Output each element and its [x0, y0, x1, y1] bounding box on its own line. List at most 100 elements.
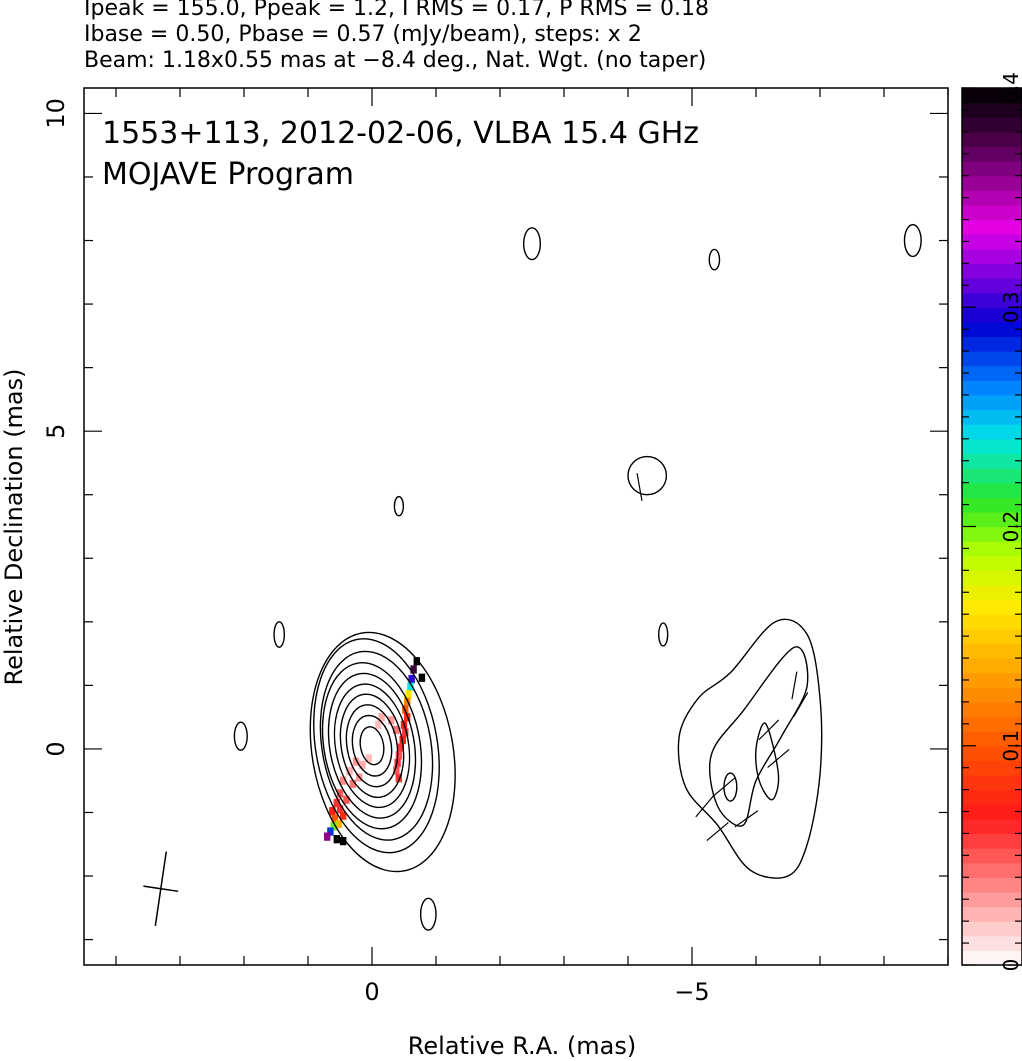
- y-tick-label: 10: [42, 98, 70, 129]
- colorbar-swatch: [962, 555, 1022, 571]
- noise-contour: [419, 897, 437, 931]
- pol-pixel: [388, 716, 395, 725]
- colorbar-ticks: [962, 87, 1022, 966]
- x-axis-label: Relative R.A. (mas): [408, 1032, 636, 1060]
- pol-pixel: [395, 774, 403, 783]
- colorbar-tick-labels: 0 0.1 0.2 0.3 0.4: [999, 72, 1022, 971]
- colorbar-tick-label: 0.2: [999, 511, 1022, 543]
- colorbar-swatch: [962, 789, 1022, 805]
- colorbar-swatch: [962, 424, 1022, 440]
- colorbar-swatch: [962, 701, 1022, 718]
- colorbar-swatch: [962, 511, 1022, 528]
- pol-pixel: [343, 795, 350, 804]
- pol-pixel: [330, 822, 337, 831]
- colorbar-swatch: [962, 599, 1022, 615]
- jet-contour-outer: [677, 618, 823, 879]
- colorbar-swatch: [962, 833, 1022, 849]
- colorbar-swatch: [962, 204, 1022, 221]
- pol-pixel: [404, 713, 411, 722]
- core-contour: [313, 638, 440, 854]
- colorbar-swatch: [962, 102, 1022, 118]
- noise-contour: [233, 721, 248, 751]
- colorbar-swatch: [962, 131, 1022, 148]
- evpa-vector: [712, 777, 736, 797]
- core-contour: [327, 672, 417, 819]
- colorbar-swatch: [962, 161, 1022, 177]
- pol-pixel: [404, 697, 411, 707]
- colorbar-tick-label: 0.1: [999, 730, 1022, 762]
- evpa-vector: [734, 810, 759, 828]
- colorbar-swatch: [962, 175, 1022, 191]
- pol-pixel: [335, 819, 342, 829]
- jet-contour-inner: [708, 646, 809, 827]
- y-tick-label: 0: [42, 741, 70, 756]
- pol-pixel: [329, 807, 336, 816]
- pol-pixel: [408, 674, 415, 684]
- axis-ticks: [84, 88, 949, 965]
- evpa-vector: [793, 692, 809, 717]
- colorbar-swatch: [962, 380, 1022, 396]
- colorbar-swatch: [962, 526, 1022, 542]
- evpa-vector: [767, 749, 790, 768]
- colorbar-swatch: [962, 891, 1022, 908]
- colorbar-swatch: [962, 570, 1022, 586]
- evpa-vector: [706, 822, 729, 842]
- header-line-2: Ibase = 0.50, Pbase = 0.57 (mJy/beam), s…: [84, 22, 642, 47]
- colorbar-swatch: [962, 731, 1022, 747]
- pol-pixel: [333, 798, 340, 808]
- colorbar-swatch: [962, 336, 1022, 352]
- colorbar-tick-label: 0: [999, 959, 1022, 972]
- header-line-3: Beam: 1.18x0.55 mas at −8.4 deg., Nat. W…: [84, 48, 707, 73]
- evpa-vector: [791, 671, 798, 700]
- colorbar-swatch: [962, 146, 1022, 162]
- colorbar-swatch: [962, 906, 1022, 922]
- pol-pixel: [375, 720, 382, 729]
- colorbar-swatch: [962, 818, 1022, 835]
- chart-title: 1553+113, 2012-02-06, VLBA 15.4 GHz: [102, 116, 699, 151]
- core-contour: [345, 704, 399, 788]
- noise-contour: [658, 622, 669, 647]
- colorbar-swatch: [962, 394, 1022, 411]
- colorbar-swatch: [962, 351, 1022, 367]
- core-contour: [321, 662, 423, 830]
- pol-pixel: [336, 805, 344, 814]
- x-tick-label: 0: [364, 978, 379, 1006]
- colorbar-swatch: [962, 263, 1022, 279]
- noise-contour: [522, 227, 542, 261]
- evpa-vectors: [636, 473, 809, 842]
- pol-pixel: [402, 728, 409, 737]
- colorbar-swatch: [962, 614, 1022, 630]
- colorbar-swatch: [962, 950, 1022, 966]
- core-contour: [351, 714, 393, 777]
- colorbar-swatch: [962, 292, 1022, 308]
- colorbar-swatch: [962, 643, 1022, 659]
- colorbar-swatch: [962, 365, 1022, 381]
- pol-pixel: [418, 673, 426, 682]
- colorbar-swatch: [962, 482, 1022, 498]
- colorbar-swatch: [962, 584, 1022, 601]
- colorbar-tick-label: 0.4: [999, 72, 1022, 104]
- colorbar-swatch: [962, 541, 1022, 557]
- colorbar-swatch: [962, 774, 1022, 791]
- core-contour: [339, 693, 405, 799]
- evpa-vector: [758, 719, 780, 741]
- colorbar-swatch: [962, 658, 1022, 674]
- pol-pixel: [378, 713, 385, 722]
- core-contour: [333, 683, 411, 809]
- colorbar-swatch: [962, 409, 1022, 425]
- beam-marker: [143, 851, 179, 926]
- pol-pixel: [394, 758, 401, 768]
- pol-pixel: [340, 776, 347, 785]
- noise-contour: [393, 495, 405, 517]
- colorbar-swatch: [962, 848, 1022, 864]
- colorbar-swatch: [962, 453, 1022, 469]
- beam-minor-axis: [143, 885, 179, 893]
- pol-pixel: [407, 682, 414, 691]
- axis-tick-labels: 0 −5 0 5 10: [42, 98, 710, 1006]
- evpa-vector: [636, 473, 643, 501]
- core-contour: [309, 631, 456, 873]
- colorbar-swatch: [962, 307, 1022, 323]
- pol-pixel: [346, 767, 353, 776]
- jet-contour-knot: [754, 722, 780, 801]
- y-tick-label: 5: [42, 424, 70, 439]
